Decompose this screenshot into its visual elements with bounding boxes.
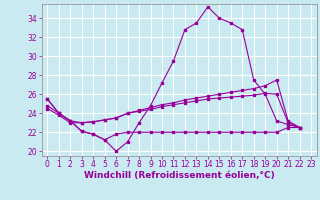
X-axis label: Windchill (Refroidissement éolien,°C): Windchill (Refroidissement éolien,°C) <box>84 171 275 180</box>
